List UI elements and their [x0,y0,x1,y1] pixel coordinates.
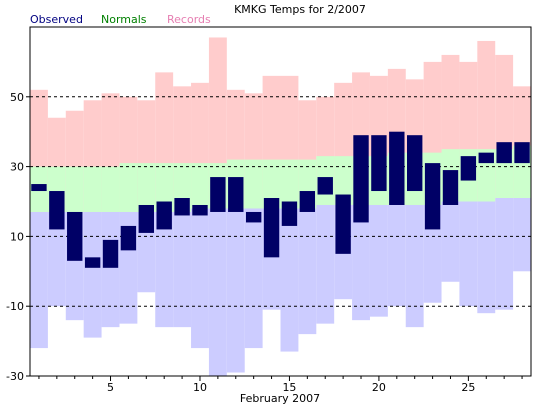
observed-bar-day-15 [281,201,298,226]
plot-frame [29,26,532,377]
observed-bar-day-2 [49,191,65,230]
observed-bar-day-22 [407,135,423,192]
normal-bar-day-15 [280,159,299,209]
record-low-bar-day-21 [387,204,406,307]
record-low-bar-day-28 [513,198,531,272]
observed-bar-day-24 [442,170,459,205]
record-low-bar-day-10 [191,208,209,349]
observed-bar-day-12 [228,177,244,212]
observed-bar-day-16 [299,191,316,212]
normal-bar-day-13 [244,159,263,209]
observed-bar-day-20 [371,135,387,192]
normal-bar-day-5 [101,166,120,212]
record-low-bar-day-17 [316,204,335,324]
record-low-bar-day-13 [244,208,263,349]
record-low-bar-day-19 [352,204,370,321]
y-tick-label-10: 10 [10,230,24,243]
y-tick-label--10: -10 [6,300,24,313]
axis-layer: -30 -10 10 30 50 5 10 15 20 25 [6,91,523,394]
record-low-bar-day-20 [369,204,388,317]
observed-bar-day-19 [353,135,369,223]
x-tick-label-5: 5 [107,381,114,394]
observed-bar-day-21 [389,131,405,205]
observed-bar-day-1 [31,184,47,192]
observed-bar-day-26 [478,152,494,164]
normal-bar-day-18 [334,156,353,205]
y-tick-label--30: -30 [6,370,24,383]
observed-bar-day-10 [192,204,208,216]
x-tick-label-15: 15 [282,381,296,394]
record-low-bar-day-4 [83,211,102,338]
y-tick-label-30: 30 [10,161,24,174]
observed-bar-day-11 [210,177,226,212]
x-tick-label-25: 25 [461,381,475,394]
normal-bar-day-10 [191,163,209,209]
record-low-bar-day-16 [298,208,317,335]
normal-bar-day-4 [83,166,102,212]
record-low-bar-day-24 [441,201,460,282]
record-low-bar-day-11 [208,208,227,376]
record-low-bar-day-15 [280,208,299,352]
legend-records: Records [167,13,211,26]
legend-observed: Observed [30,13,83,26]
x-tick-label-20: 20 [372,381,386,394]
record-low-bar-day-25 [459,201,478,307]
observed-bar-day-28 [514,142,530,164]
observed-bar-day-18 [335,194,351,254]
normal-bar-day-7 [137,163,156,212]
record-low-bar-day-12 [226,208,245,373]
observed-bar-day-8 [156,201,172,230]
normal-bar-day-14 [262,159,281,209]
normal-bar-day-8 [155,163,174,212]
observed-bar-day-25 [460,156,477,181]
normal-bar-day-6 [119,163,138,212]
observed-bar-day-6 [120,225,137,251]
x-tick-label-10: 10 [193,381,207,394]
observed-bar-day-7 [138,204,154,233]
observed-range-layer [31,131,530,268]
legend-normals: Normals [101,13,147,26]
record-low-bar-day-23 [423,204,442,303]
record-low-bar-day-8 [155,211,174,328]
chart-title: KMKG Temps for 2/2007 [234,3,366,16]
record-low-bar-day-1 [30,211,48,349]
observed-bar-day-9 [174,198,190,216]
record-low-bar-day-22 [405,204,424,328]
observed-bar-day-27 [496,142,512,164]
observed-bar-day-3 [67,211,83,261]
observed-bar-day-14 [263,198,280,258]
observed-bar-day-17 [317,177,333,195]
record-low-bar-day-5 [101,211,120,328]
y-tick-label-50: 50 [10,91,24,104]
normal-bar-day-3 [65,166,84,212]
record-low-bar-day-2 [47,211,66,307]
record-low-bar-day-27 [495,198,514,310]
record-low-bar-day-26 [477,201,496,314]
x-axis-label: February 2007 [240,392,320,405]
observed-bar-day-13 [245,211,262,223]
observed-bar-day-23 [424,163,441,230]
record-low-bar-day-9 [173,211,192,328]
observed-bar-day-5 [102,239,119,268]
observed-bar-day-4 [84,257,101,268]
